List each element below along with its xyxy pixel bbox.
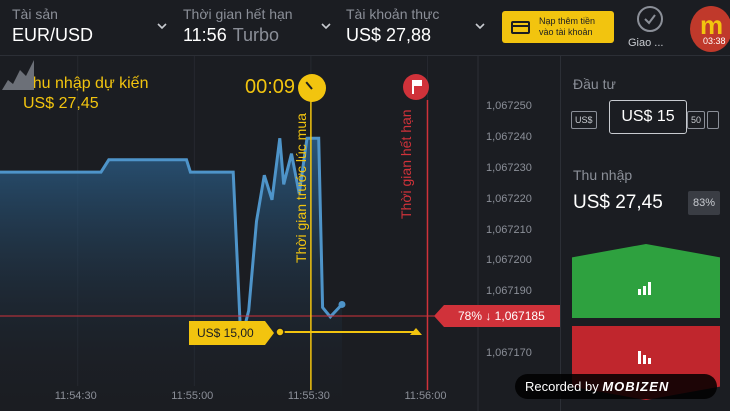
strike-point [275, 327, 285, 337]
price-line [0, 136, 344, 342]
income-value: US$ 27,45 [573, 192, 663, 213]
x-tick-label: 11:55:30 [287, 390, 330, 402]
watermark-brand: MOBIZEN [602, 379, 670, 394]
chart-up-icon [638, 281, 654, 295]
flag-icon [403, 74, 429, 100]
clock-icon [298, 74, 326, 102]
income-label: Thu nhập [573, 167, 633, 183]
expiry-label: Thời gian hết hạn [183, 6, 293, 22]
y-tick-label: 1,067230 [486, 162, 532, 175]
invest-preset-left[interactable]: US$ [571, 111, 597, 129]
y-tick-label: 1,067190 [486, 285, 532, 298]
expiry-selector[interactable]: Thời gian hết hạn 11:56 Turbo [183, 6, 293, 46]
price-area [0, 138, 342, 411]
chart-type-icon[interactable] [0, 56, 38, 92]
expected-income-value: US$ 27,45 [23, 95, 99, 112]
recorder-overlay[interactable]: m 03:38 [690, 6, 730, 52]
expected-income-label: Thu nhập dự kiến [23, 75, 149, 92]
expected-income: Thu nhập dự kiến US$ 27,45 [23, 74, 148, 114]
payout-percent-badge: 83% [688, 191, 720, 215]
invest-amount-input[interactable]: US$ 15 [609, 100, 687, 134]
trade-panel: Đầu tư US$ US$ 15 50 Thu nhập US$ 27,45 … [560, 56, 730, 411]
check-circle-icon [637, 6, 663, 32]
account-balance: US$ 27,88 [346, 25, 432, 45]
recorder-time: 03:38 [703, 36, 726, 46]
invest-label: Đầu tư [573, 76, 616, 92]
chevron-down-icon[interactable] [474, 20, 486, 32]
x-tick-label: 11:54:30 [54, 390, 97, 402]
y-tick-label: 1,067170 [486, 346, 532, 359]
deposit-line1: Nạp thêm tiền [539, 16, 596, 26]
card-icon [511, 21, 530, 34]
recorder-logo: m [700, 10, 724, 40]
countdown-timer: 00:09 [245, 76, 296, 98]
chevron-down-icon[interactable] [156, 20, 168, 32]
y-tick-label: 1,067250 [486, 100, 532, 113]
current-price-dot [338, 300, 346, 308]
chevron-down-icon[interactable] [320, 20, 332, 32]
top-bar: Tài sản EUR/USD Thời gian hết hạn 11:56 T… [0, 0, 730, 56]
expiry-marker [410, 328, 422, 335]
y-tick-label: 1,067220 [486, 192, 532, 205]
account-label: Tài khoản thực [346, 6, 440, 22]
expiry-mode: Turbo [232, 25, 280, 45]
y-tick-label: 1,067240 [486, 131, 532, 144]
expiry-line-label: Thời gian hết hạn [398, 109, 414, 219]
asset-value: EUR/USD [12, 25, 94, 45]
asset-label: Tài sản [12, 6, 58, 22]
current-price-tag: 78% ↓ 1,067185 [434, 305, 560, 327]
expiry-value: 11:56 [183, 25, 227, 45]
watermark-text: Recorded by [525, 379, 599, 394]
account-selector[interactable]: Tài khoản thực US$ 27,88 [346, 6, 439, 46]
trades-button[interactable]: Giao ... [628, 5, 672, 51]
x-tick-label: 11:56:00 [404, 390, 447, 402]
x-tick-label: 11:55:00 [171, 390, 214, 402]
deposit-button[interactable]: Nạp thêm tiền vào tài khoản [502, 11, 614, 43]
price-chart[interactable]: Thu nhập dự kiến US$ 27,45 00:09 Thời gi… [0, 56, 560, 411]
y-tick-label: 1,067200 [486, 254, 532, 267]
buy-deadline-label: Thời gian trước lúc mua [293, 113, 309, 263]
trades-label: Giao ... [628, 37, 664, 49]
y-tick-label: 1,067210 [486, 223, 532, 236]
higher-button[interactable] [572, 244, 720, 318]
asset-selector[interactable]: Tài sản EUR/USD [12, 6, 93, 46]
deposit-line2: vào tài khoản [539, 27, 593, 37]
recorder-watermark: Recorded by MOBIZEN [515, 374, 717, 399]
investment-tag: US$ 15,00 [189, 321, 274, 345]
chart-down-icon [638, 350, 654, 364]
invest-preset-right[interactable]: 50 [687, 111, 706, 129]
invest-preset-more[interactable] [707, 111, 719, 129]
